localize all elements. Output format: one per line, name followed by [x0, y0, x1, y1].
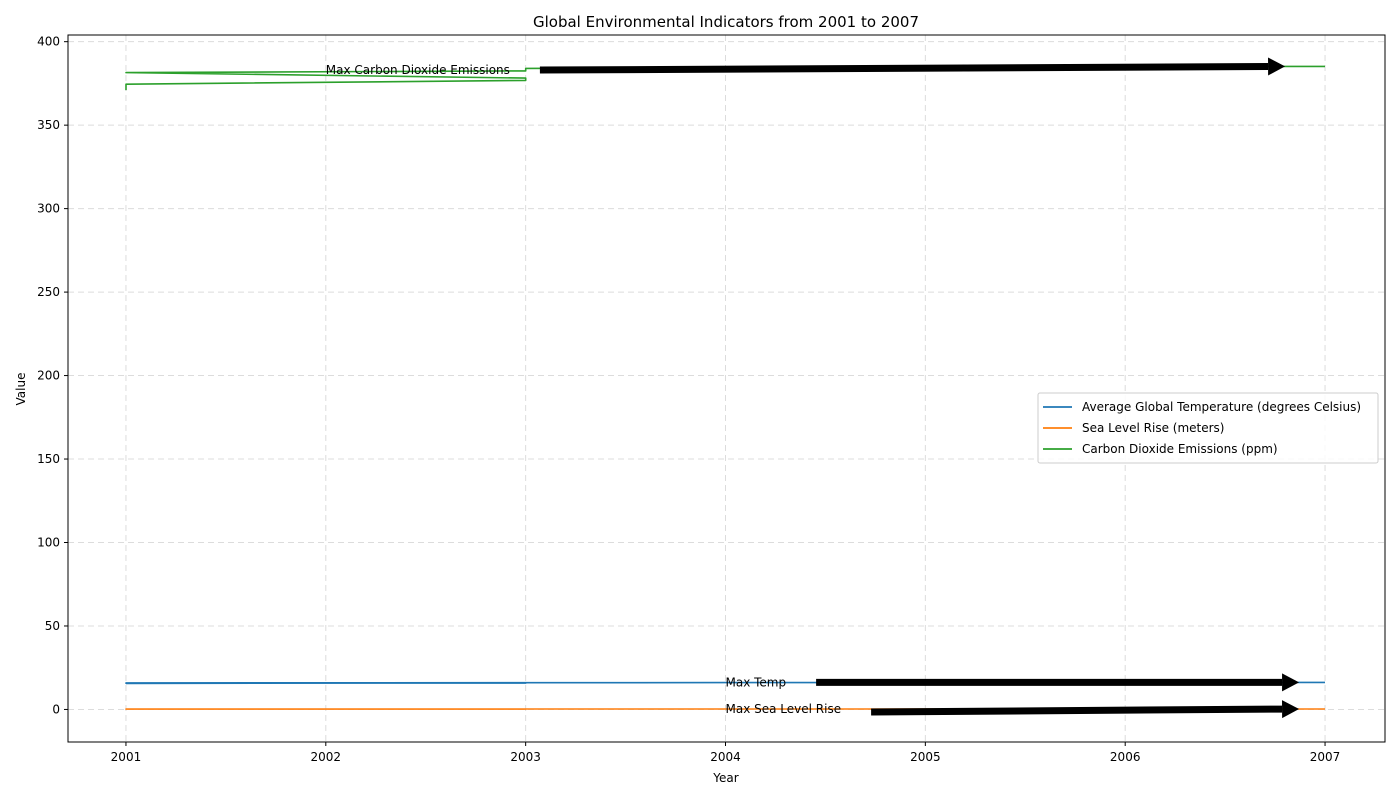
y-tick-label: 100: [37, 536, 60, 550]
x-tick-label: 2007: [1310, 750, 1341, 764]
plot-frame: [67, 34, 1386, 743]
arrow-head: [1282, 673, 1300, 692]
y-tick-label: 400: [37, 35, 60, 49]
x-tick-label: 2003: [510, 750, 541, 764]
x-tick-label: 2006: [1110, 750, 1141, 764]
x-tick-label: 2005: [910, 750, 941, 764]
x-axis-ticks: 2001 2002 2003 2004 2005 2006 2007: [111, 742, 1341, 764]
annotation-arrow-0: [539, 57, 1286, 76]
annotation-arrow-2: [871, 700, 1300, 719]
x-tick-label: 2004: [710, 750, 741, 764]
arrow-shaft: [871, 705, 1283, 716]
x-tick-label: 2002: [311, 750, 342, 764]
grid-lines: [68, 35, 1385, 742]
legend-box: [1037, 392, 1379, 464]
legend: Average Global Temperature (degrees Cels…: [1037, 392, 1379, 464]
annotation-text-2: Max Sea Level Rise: [726, 702, 842, 716]
y-tick-label: 0: [52, 702, 60, 716]
legend-entry-2: Carbon Dioxide Emissions (ppm): [1082, 442, 1278, 456]
arrow-head: [1268, 57, 1286, 76]
annotations: Max Carbon Dioxide Emissions Max Temp Max …: [326, 57, 1300, 719]
arrow-shaft: [539, 62, 1269, 74]
y-axis-label: Value: [14, 373, 28, 406]
arrow-head: [1282, 700, 1300, 719]
y-tick-label: 150: [37, 452, 60, 466]
y-tick-label: 200: [37, 369, 60, 383]
legend-entry-1: Sea Level Rise (meters): [1082, 421, 1225, 435]
y-tick-label: 350: [37, 118, 60, 132]
annotation-text-0: Max Carbon Dioxide Emissions: [326, 63, 510, 77]
y-tick-label: 50: [45, 619, 60, 633]
annotation-text-1: Max Temp: [726, 675, 787, 689]
x-tick-label: 2001: [111, 750, 142, 764]
legend-entry-0: Average Global Temperature (degrees Cels…: [1082, 400, 1361, 414]
chart-title: Global Environmental Indicators from 200…: [533, 13, 919, 31]
y-tick-label: 250: [37, 285, 60, 299]
y-axis-ticks: 0 50 100 150 200 250 300 350 400: [37, 35, 68, 716]
annotation-arrow-1: [816, 673, 1300, 692]
x-axis-label: Year: [712, 771, 738, 785]
y-tick-label: 300: [37, 202, 60, 216]
